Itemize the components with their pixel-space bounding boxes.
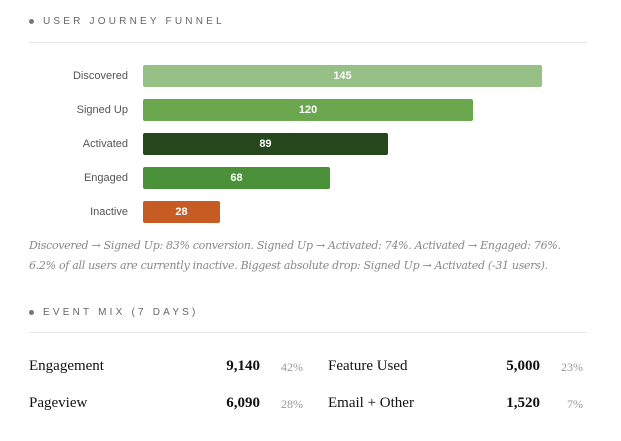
funnel-bar: 68	[143, 167, 331, 189]
funnel-stage-label: Discovered	[72, 70, 128, 82]
event-value: 1,520	[506, 395, 540, 411]
funnel-bar: 145	[143, 65, 542, 87]
event-pct: 42%	[281, 360, 303, 374]
event-pct: 28%	[281, 397, 303, 411]
event-value: 9,140	[226, 358, 260, 374]
funnel-title: USER JOURNEY FUNNEL	[43, 16, 225, 27]
funnel-stage-label: Activated	[82, 138, 128, 150]
funnel-bar: 120	[143, 99, 474, 121]
event-name: Pageview	[29, 395, 88, 411]
funnel-row: Discovered 145	[0, 65, 621, 87]
funnel-stage-label: Signed Up	[76, 104, 128, 116]
bullet-icon	[29, 19, 34, 24]
caption-line: 6.2% of all users are currently inactive…	[29, 259, 548, 272]
funnel-row: Activated 89	[0, 133, 621, 155]
event-name: Feature Used	[328, 358, 408, 374]
funnel-bar: 89	[143, 133, 388, 155]
divider	[29, 332, 587, 333]
caption-line: Discovered → Signed Up: 83% conversion. …	[29, 239, 561, 252]
funnel-row: Inactive 28	[0, 201, 621, 223]
event-pct: 7%	[567, 397, 583, 411]
events-title: EVENT MIX (7 DAYS)	[43, 307, 199, 318]
funnel-section-header: USER JOURNEY FUNNEL	[29, 16, 225, 27]
funnel-bar: 28	[143, 201, 221, 223]
events-section-header: EVENT MIX (7 DAYS)	[29, 307, 199, 318]
event-pct: 23%	[561, 360, 583, 374]
funnel-row: Signed Up 120	[0, 99, 621, 121]
funnel-caption: Discovered → Signed Up: 83% conversion. …	[29, 236, 599, 276]
event-value: 6,090	[226, 395, 260, 411]
funnel-stage-label: Inactive	[90, 206, 128, 218]
event-value: 5,000	[506, 358, 540, 374]
divider	[29, 42, 587, 43]
bullet-icon	[29, 310, 34, 315]
event-name: Engagement	[29, 358, 104, 374]
event-name: Email + Other	[328, 395, 414, 411]
funnel-stage-label: Engaged	[83, 172, 128, 184]
funnel-row: Engaged 68	[0, 167, 621, 189]
